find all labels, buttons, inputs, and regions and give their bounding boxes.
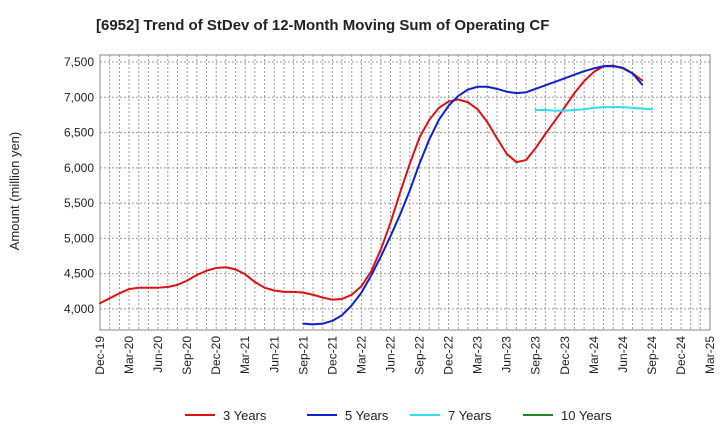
x-tick-label: Jun-23 — [500, 336, 514, 373]
x-tick-label: Mar-22 — [354, 336, 368, 374]
x-tick-label: Dec-19 — [93, 336, 107, 375]
series-line-7-years — [534, 106, 653, 112]
x-tick-label: Mar-23 — [471, 336, 485, 374]
x-tick-label: Dec-23 — [558, 336, 572, 375]
y-tick-label: 6,500 — [64, 126, 94, 140]
x-tick-label: Jun-22 — [383, 336, 397, 373]
series-lines — [99, 64, 653, 326]
y-axis-label: Amount (million yen) — [7, 132, 22, 251]
y-tick-label: 7,000 — [64, 90, 94, 104]
x-tick-label: Jun-21 — [267, 336, 281, 373]
chart-title: [6952] Trend of StDev of 12-Month Moving… — [96, 17, 549, 34]
x-tick-label: Dec-20 — [209, 336, 223, 375]
y-tick-label: 6,000 — [64, 161, 94, 175]
x-tick-label: Sep-23 — [529, 336, 543, 375]
y-tick-label: 4,500 — [64, 267, 94, 281]
x-tick-label: Mar-20 — [122, 336, 136, 374]
x-tick-label: Sep-22 — [413, 336, 427, 375]
y-tick-label: 5,500 — [64, 196, 94, 210]
x-tick-label: Dec-21 — [325, 336, 339, 375]
y-axis-ticks: 4,000 4,500 5,000 5,500 6,000 6,500 7,000 7,500 — [64, 55, 94, 316]
x-tick-label: Sep-24 — [645, 336, 659, 375]
grid-lines — [100, 55, 710, 330]
y-tick-label: 7,500 — [64, 55, 94, 69]
y-tick-label: 5,000 — [64, 231, 94, 245]
y-tick-label: 4,000 — [64, 302, 94, 316]
x-tick-label: Jun-24 — [616, 336, 630, 373]
x-tick-label: Jun-20 — [151, 336, 165, 373]
legend: 3 Years 5 Years 7 Years 10 Years — [185, 408, 612, 423]
plot-area — [99, 54, 711, 331]
x-tick-label: Dec-22 — [442, 336, 456, 375]
x-tick-label: Mar-24 — [587, 336, 601, 374]
x-tick-label: Dec-24 — [674, 336, 688, 375]
x-axis-ticks: Dec-19 Mar-20 Jun-20 Sep-20 Dec-20 Mar-21 Jun-… — [93, 336, 717, 375]
x-tick-label: Sep-21 — [296, 336, 310, 375]
legend-label: 10 Years — [561, 408, 612, 423]
legend-label: 3 Years — [223, 408, 267, 423]
x-tick-label: Mar-25 — [703, 336, 717, 374]
series-line-5-years — [302, 65, 644, 326]
legend-label: 5 Years — [345, 408, 389, 423]
x-tick-label: Sep-20 — [180, 336, 194, 375]
series-line-3-years — [99, 64, 644, 305]
x-tick-label: Mar-21 — [238, 336, 252, 374]
legend-label: 7 Years — [448, 408, 492, 423]
